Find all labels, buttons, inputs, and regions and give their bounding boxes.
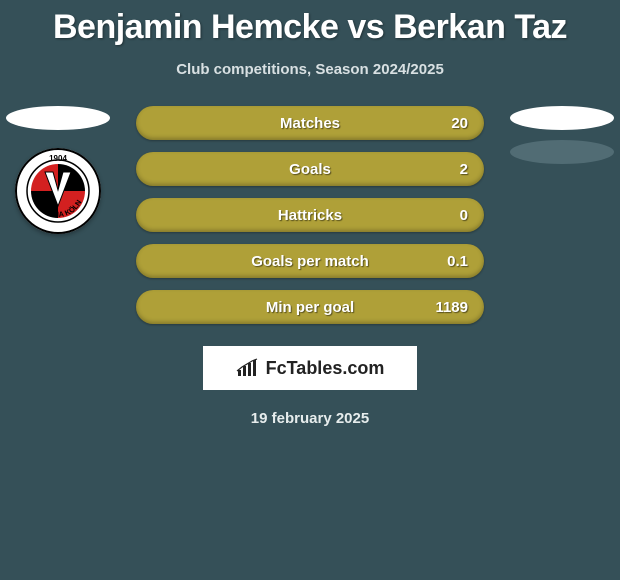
bar-chart-icon: [236, 358, 260, 378]
stat-value: 1189: [435, 299, 468, 316]
stat-bar-min-per-goal: Min per goal 1189: [136, 290, 484, 324]
stat-bars: Matches 20 Goals 2 Hattricks 0 Goals per…: [136, 106, 484, 324]
stat-label: Goals per match: [251, 253, 369, 270]
comparison-content: 1904 VIKTORIA KÖLN Matches 20 Goals 2 Ha…: [0, 106, 620, 427]
stat-value: 2: [460, 161, 468, 178]
stat-label: Min per goal: [266, 299, 354, 316]
fctables-logo-text: FcTables.com: [266, 358, 385, 379]
stat-bar-goals: Goals 2: [136, 152, 484, 186]
stat-label: Matches: [280, 115, 340, 132]
stat-bar-matches: Matches 20: [136, 106, 484, 140]
club-badge-viktoria-koln: 1904 VIKTORIA KÖLN: [15, 148, 101, 234]
stat-value: 0.1: [447, 253, 468, 270]
player-ellipse-right-1: [510, 106, 614, 130]
side-left: 1904 VIKTORIA KÖLN: [6, 106, 110, 234]
club-badge-icon: 1904 VIKTORIA KÖLN: [15, 148, 101, 234]
fctables-logo: FcTables.com: [203, 346, 417, 390]
stat-label: Hattricks: [278, 207, 342, 224]
stat-value: 0: [460, 207, 468, 224]
stat-value: 20: [451, 115, 468, 132]
stat-bar-goals-per-match: Goals per match 0.1: [136, 244, 484, 278]
stat-bar-hattricks: Hattricks 0: [136, 198, 484, 232]
svg-text:1904: 1904: [49, 154, 67, 163]
page-title: Benjamin Hemcke vs Berkan Taz: [0, 0, 620, 47]
stat-label: Goals: [289, 161, 331, 178]
date-text: 19 february 2025: [10, 410, 610, 427]
player-ellipse-left: [6, 106, 110, 130]
side-right: [510, 106, 614, 164]
subtitle: Club competitions, Season 2024/2025: [0, 61, 620, 78]
player-ellipse-right-2: [510, 140, 614, 164]
